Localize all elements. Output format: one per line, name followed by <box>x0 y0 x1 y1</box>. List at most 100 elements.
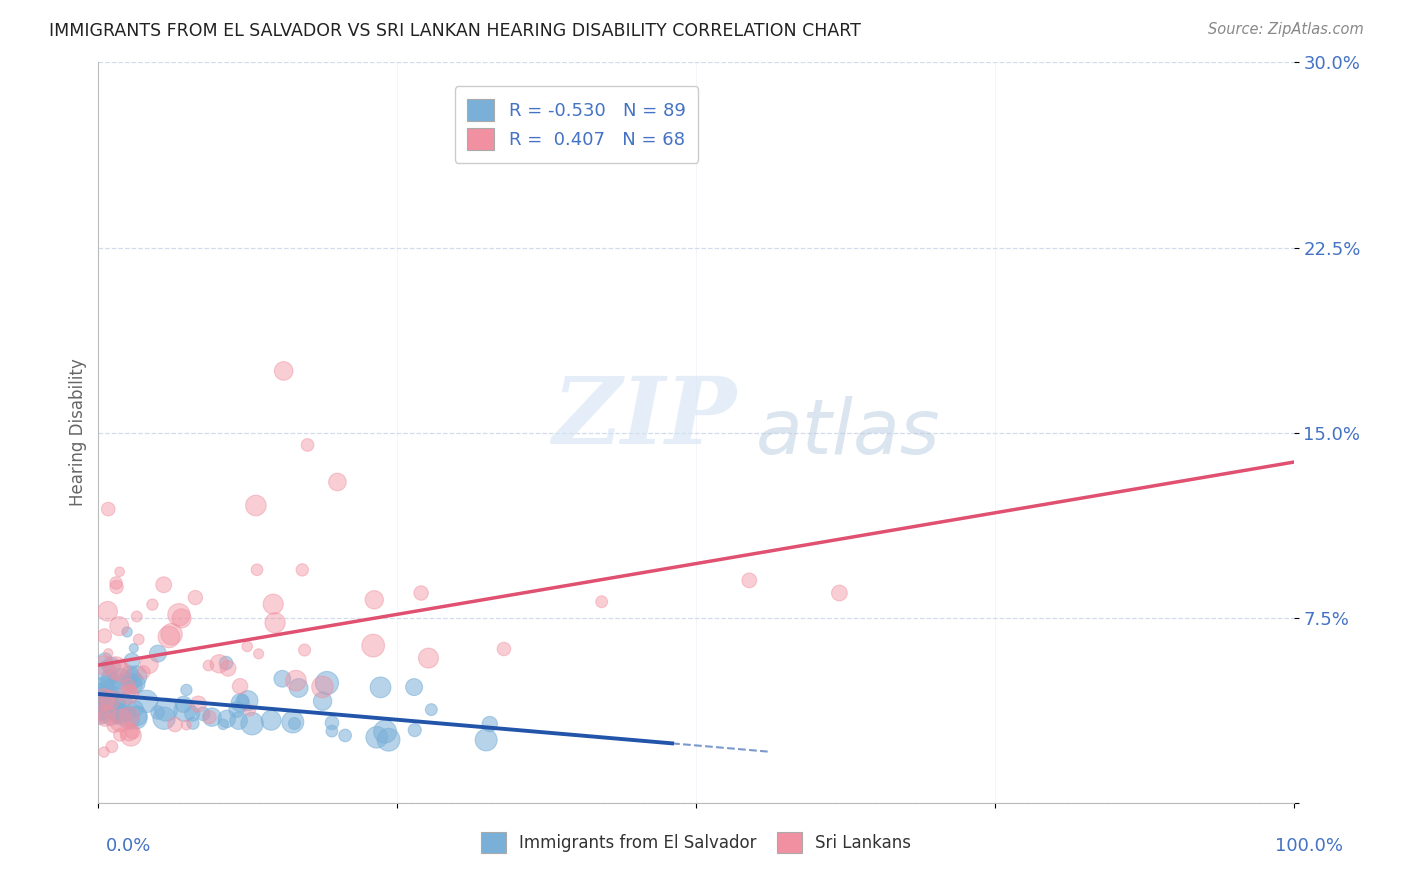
Point <box>117 687 139 701</box>
Point <box>828 586 851 600</box>
Point <box>125 609 148 624</box>
Point <box>167 607 190 622</box>
Point <box>97 646 120 660</box>
Point <box>229 679 252 693</box>
Point <box>236 694 259 708</box>
Text: Source: ZipAtlas.com: Source: ZipAtlas.com <box>1208 22 1364 37</box>
Text: IMMIGRANTS FROM EL SALVADOR VS SRI LANKAN HEARING DISABILITY CORRELATION CHART: IMMIGRANTS FROM EL SALVADOR VS SRI LANKA… <box>49 22 860 40</box>
Point <box>404 680 426 694</box>
Point <box>231 694 253 708</box>
Point <box>291 563 314 577</box>
Point <box>118 706 141 721</box>
Point <box>110 696 132 710</box>
Point <box>215 656 238 670</box>
Point <box>229 696 252 710</box>
Point <box>105 580 128 594</box>
Point <box>738 574 761 588</box>
Point <box>297 438 319 452</box>
Point <box>110 665 132 679</box>
Point <box>146 706 169 720</box>
Point <box>217 661 239 675</box>
Point <box>110 714 132 728</box>
Point <box>170 611 193 625</box>
Point <box>146 647 169 661</box>
Point <box>316 676 339 690</box>
Point <box>374 724 396 739</box>
Point <box>105 680 128 694</box>
Point <box>128 632 150 647</box>
Point <box>198 710 221 724</box>
Point <box>94 674 117 689</box>
Point <box>120 684 142 698</box>
Point <box>107 706 129 721</box>
Point <box>181 706 204 721</box>
Point <box>184 591 207 605</box>
Point <box>228 714 250 728</box>
Point <box>153 711 176 725</box>
Point <box>89 706 111 720</box>
Point <box>105 576 128 591</box>
Point <box>363 592 385 607</box>
Point <box>103 719 125 733</box>
Point <box>94 708 117 723</box>
Point <box>97 502 120 516</box>
Text: 100.0%: 100.0% <box>1275 837 1343 855</box>
Point <box>262 597 284 611</box>
Point <box>173 704 195 718</box>
Point <box>160 627 183 641</box>
Point <box>475 733 498 747</box>
Point <box>125 669 148 683</box>
Point <box>191 706 214 721</box>
Point <box>492 642 515 657</box>
Point <box>98 670 121 684</box>
Point <box>93 658 115 673</box>
Point <box>124 702 146 716</box>
Point <box>97 687 120 701</box>
Point <box>105 703 128 717</box>
Point <box>108 565 131 579</box>
Point <box>197 658 219 673</box>
Point <box>127 709 149 723</box>
Point <box>420 703 443 717</box>
Point <box>118 668 141 682</box>
Point <box>281 714 304 729</box>
Point <box>108 619 131 633</box>
Point <box>122 641 145 656</box>
Point <box>117 679 139 693</box>
Point <box>284 673 307 688</box>
Point <box>112 699 135 714</box>
Point <box>112 693 135 707</box>
Point <box>122 678 145 692</box>
Point <box>264 615 287 630</box>
Point <box>93 709 115 723</box>
Point <box>591 595 613 609</box>
Point <box>125 711 148 725</box>
Point <box>283 716 305 731</box>
Point <box>114 705 136 719</box>
Point <box>89 706 111 721</box>
Point <box>236 640 259 654</box>
Point <box>333 729 356 743</box>
Point <box>321 724 343 739</box>
Point <box>240 716 263 731</box>
Point <box>118 724 141 739</box>
Point <box>91 698 114 713</box>
Point <box>245 499 267 513</box>
Point <box>239 703 262 717</box>
Point <box>135 694 157 708</box>
Point <box>112 677 135 691</box>
Point <box>187 697 209 711</box>
Point <box>93 692 115 706</box>
Point <box>90 703 112 717</box>
Legend: Immigrants from El Salvador, Sri Lankans: Immigrants from El Salvador, Sri Lankans <box>472 824 920 861</box>
Point <box>108 706 131 721</box>
Point <box>321 715 343 730</box>
Point <box>163 717 186 731</box>
Point <box>112 708 135 723</box>
Point <box>271 672 294 686</box>
Text: atlas: atlas <box>756 396 941 469</box>
Point <box>201 710 224 724</box>
Point <box>107 709 129 723</box>
Point <box>212 717 235 731</box>
Point <box>215 712 238 726</box>
